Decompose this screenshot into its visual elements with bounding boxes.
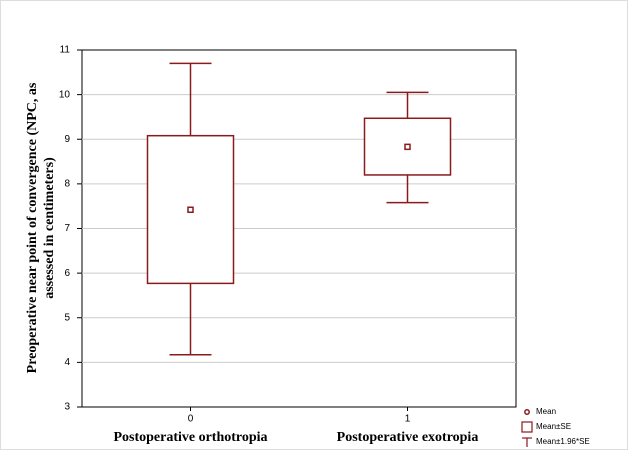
- legend-label: Mean±1.96*SE: [536, 437, 590, 446]
- mean-marker: [404, 143, 411, 151]
- x-tick-label: 0: [188, 414, 194, 425]
- y-axis-label: Preoperative near point of convergence (…: [25, 82, 57, 373]
- y-tick-label: 4: [64, 357, 70, 368]
- y-tick-label: 7: [64, 223, 70, 234]
- y-tick-label: 10: [59, 89, 71, 100]
- y-label-line: assessed in centimeters): [42, 157, 57, 299]
- y-tick-label: 5: [64, 312, 70, 323]
- legend-box-symbol: [521, 421, 533, 433]
- x-tick-label: 1: [405, 414, 411, 425]
- y-tick-label: 3: [64, 402, 70, 413]
- legend-label: Mean±SE: [536, 422, 571, 431]
- y-tick-label: 9: [64, 134, 70, 145]
- y-tick-label: 6: [64, 268, 70, 279]
- category-name: Postoperative orthotropia: [113, 430, 267, 445]
- y-tick-label: 11: [60, 45, 71, 56]
- y-tick-label: 8: [64, 179, 70, 190]
- y-label-line: Preoperative near point of convergence (…: [25, 82, 40, 373]
- mean-marker: [187, 206, 194, 214]
- legend-mean-symbol: [524, 409, 530, 415]
- legend-label: Mean: [536, 407, 556, 416]
- category-name: Postoperative exotropia: [337, 430, 479, 445]
